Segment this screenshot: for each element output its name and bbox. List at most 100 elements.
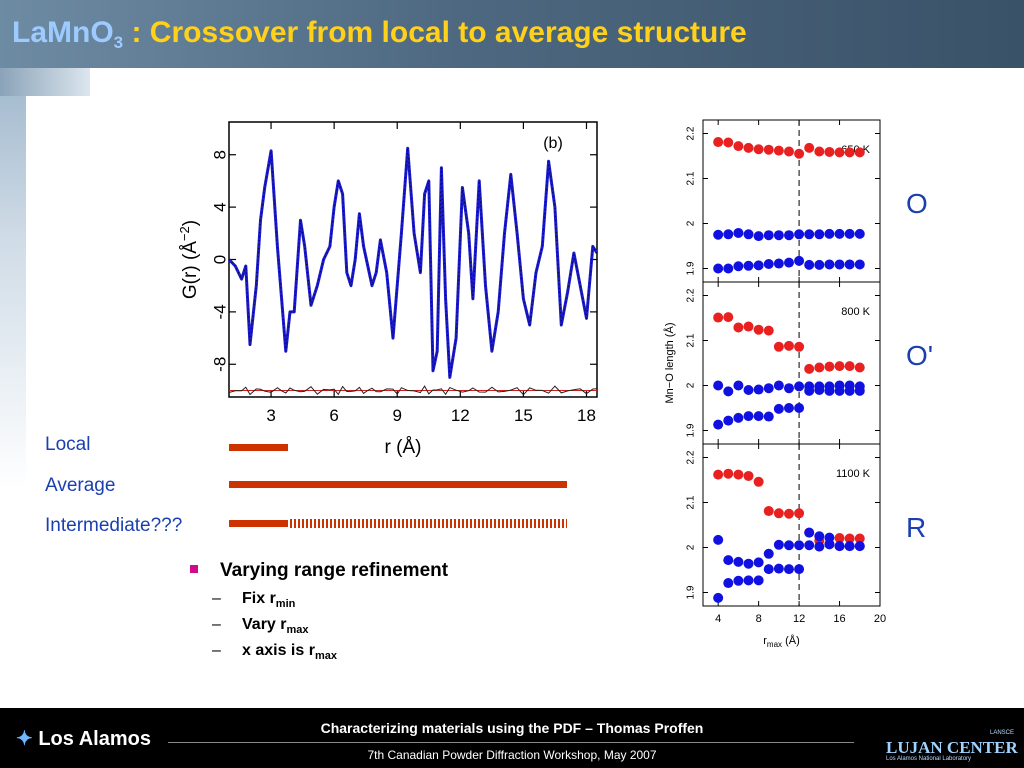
long-bond-point bbox=[713, 137, 724, 148]
gr-data-line bbox=[227, 146, 599, 379]
lujan-center-subtitle: Los Alamos National Laboratory bbox=[886, 756, 972, 762]
phase-label-o-prime: O' bbox=[906, 340, 934, 371]
bullet-main: Varying range refinement bbox=[190, 560, 448, 582]
legend-local-label: Local bbox=[45, 434, 91, 455]
x-tick-label: 9 bbox=[392, 406, 401, 425]
y-tick-label: 2.1 bbox=[686, 333, 697, 347]
medium-bond-point bbox=[844, 228, 855, 239]
long-bond-point bbox=[723, 468, 734, 479]
medium-bond-point bbox=[773, 539, 784, 550]
short-bond-point bbox=[804, 385, 815, 396]
short-bond-point bbox=[834, 541, 845, 552]
medium-bond-point bbox=[733, 380, 744, 391]
y-tick-label: 1.9 bbox=[686, 423, 697, 437]
legend-intermediate-label: Intermediate??? bbox=[45, 515, 183, 536]
medium-bond-point bbox=[723, 229, 734, 240]
medium-bond-point bbox=[834, 228, 845, 239]
short-bond-point bbox=[713, 592, 724, 603]
medium-bond-point bbox=[723, 386, 734, 397]
long-bond-point bbox=[763, 506, 774, 517]
y-tick-label: 2.2 bbox=[686, 288, 697, 302]
short-bond-point bbox=[814, 259, 825, 270]
y-axis-label: Mn−O length (Å) bbox=[663, 322, 676, 403]
panel-frame bbox=[702, 443, 881, 607]
medium-bond-point bbox=[753, 384, 764, 395]
long-bond-point bbox=[804, 363, 815, 374]
medium-bond-point bbox=[824, 228, 835, 239]
long-bond-point bbox=[733, 469, 744, 480]
x-axis-label: rmax (Å) bbox=[763, 634, 800, 649]
short-bond-point bbox=[824, 259, 835, 270]
bullet-fix-sub: min bbox=[275, 598, 296, 611]
x-tick-label: 12 bbox=[451, 406, 470, 425]
phase-label-o: O bbox=[906, 188, 928, 219]
medium-bond-point bbox=[753, 231, 764, 242]
long-bond-point bbox=[794, 148, 805, 159]
footer-divider bbox=[168, 742, 854, 743]
long-bond-point bbox=[753, 476, 764, 487]
short-bond-point bbox=[713, 263, 724, 274]
long-bond-point bbox=[753, 324, 764, 335]
medium-bond-point bbox=[723, 555, 734, 566]
short-bond-point bbox=[723, 578, 734, 589]
plot-frame bbox=[228, 121, 598, 398]
short-bond-point bbox=[733, 575, 744, 586]
short-bond-point bbox=[844, 541, 855, 552]
bullet-axis-text: x axis is r bbox=[242, 642, 315, 659]
y-tick-label: -4 bbox=[210, 304, 229, 319]
long-bond-point bbox=[713, 312, 724, 323]
long-bond-point bbox=[763, 144, 774, 155]
lujan-center-logo: LUJAN CENTER bbox=[886, 738, 1018, 757]
footer-subtitle: 7th Canadian Powder Diffraction Workshop… bbox=[367, 748, 657, 762]
medium-bond-point bbox=[804, 229, 815, 240]
short-bond-point bbox=[713, 419, 724, 430]
long-bond-point bbox=[854, 362, 865, 373]
short-bond-point bbox=[763, 411, 774, 422]
x-tick-label: 18 bbox=[577, 406, 596, 425]
short-bond-point bbox=[794, 403, 805, 413]
title-text: : Crossover from local to average struct… bbox=[123, 16, 747, 49]
y-tick-label: 4 bbox=[210, 202, 229, 211]
y-axis-label: G(r) (Å−2) bbox=[177, 220, 201, 299]
medium-bond-point bbox=[783, 230, 794, 241]
medium-bond-point bbox=[773, 380, 784, 391]
decorative-sidebar-top bbox=[0, 68, 90, 96]
short-bond-point bbox=[743, 575, 754, 586]
long-bond-point bbox=[743, 470, 754, 481]
short-bond-point bbox=[824, 539, 835, 550]
long-bond-point bbox=[773, 508, 784, 519]
medium-bond-point bbox=[733, 556, 744, 567]
bullet-axis: – x axis is rmax bbox=[212, 642, 337, 663]
y-tick-label: 2 bbox=[686, 382, 697, 388]
medium-bond-point bbox=[713, 380, 724, 391]
medium-bond-point bbox=[763, 548, 774, 559]
short-bond-point bbox=[854, 541, 865, 552]
long-bond-point bbox=[844, 361, 855, 372]
short-bond-point bbox=[814, 541, 825, 552]
x-tick-label: 15 bbox=[514, 406, 533, 425]
long-bond-point bbox=[773, 341, 784, 352]
pdf-chart: 3 6 9 12 15 18 -8 -4 0 4 8 r (Å) G(r) (Å−2) (b) bbox=[177, 121, 599, 458]
short-bond-point bbox=[804, 540, 815, 551]
short-bond-point bbox=[844, 259, 855, 270]
medium-bond-point bbox=[794, 229, 805, 240]
medium-bond-point bbox=[743, 558, 754, 569]
bullet-fix-text: Fix r bbox=[242, 590, 276, 607]
medium-bond-point bbox=[783, 540, 794, 551]
average-range-bar bbox=[229, 481, 567, 488]
y-axis-label-close: ) bbox=[180, 220, 201, 226]
x-tick-label: 3 bbox=[266, 406, 275, 425]
x-tick-label: 20 bbox=[874, 613, 886, 625]
short-bond-point bbox=[804, 259, 815, 270]
long-bond-point bbox=[763, 325, 774, 336]
los-alamos-logo: ✦ Los Alamos bbox=[16, 726, 151, 751]
medium-bond-point bbox=[804, 527, 815, 538]
legend-average-label: Average bbox=[45, 475, 116, 496]
slide-header: LaMnO3 : Crossover from local to average… bbox=[0, 0, 1024, 68]
lansce-label: LANSCE bbox=[990, 730, 1015, 736]
short-bond-point bbox=[834, 259, 845, 270]
short-bond-point bbox=[783, 564, 794, 575]
medium-bond-point bbox=[743, 229, 754, 240]
difference-curve bbox=[228, 385, 598, 396]
